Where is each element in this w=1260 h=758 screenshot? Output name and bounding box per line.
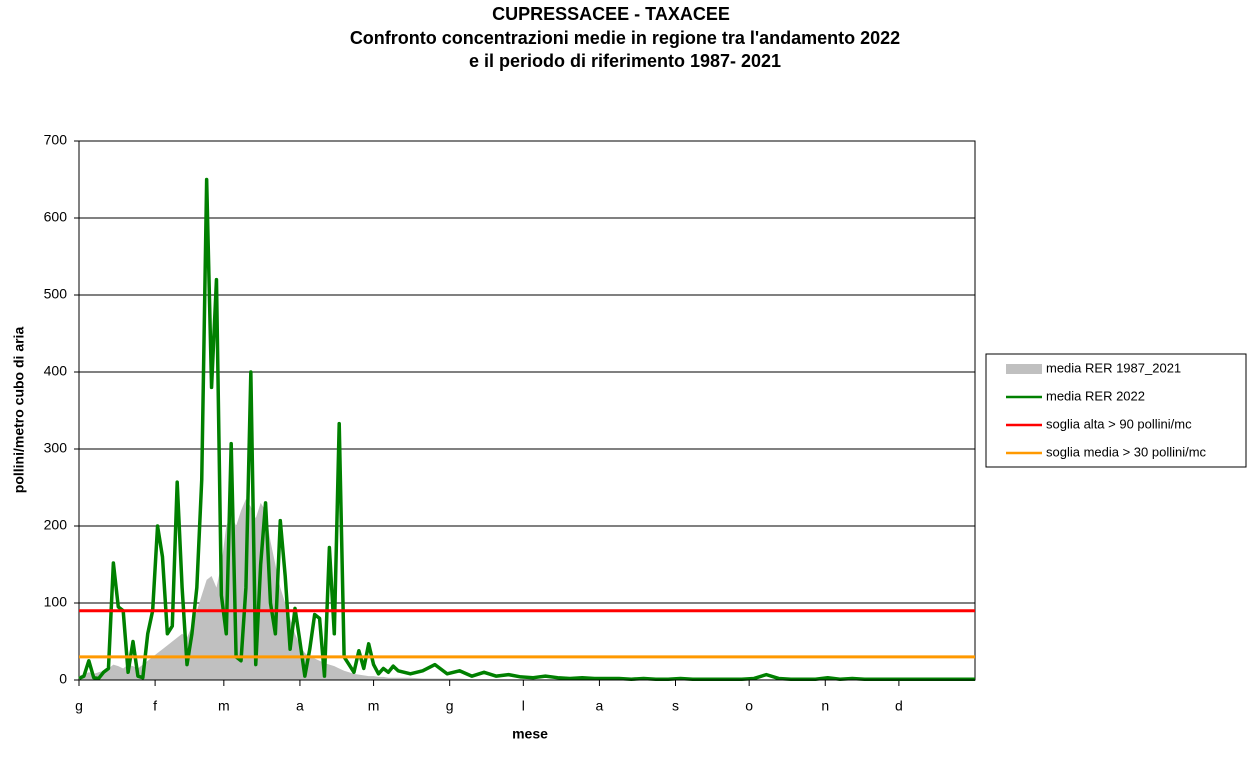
x-tick-label: o (745, 698, 753, 714)
x-tick-label: g (75, 698, 83, 714)
y-tick-label: 600 (44, 209, 68, 225)
x-tick-label: m (368, 698, 380, 714)
y-tick-label: 100 (44, 594, 68, 610)
y-tick-label: 400 (44, 363, 68, 379)
x-tick-label: a (596, 698, 604, 714)
y-tick-label: 200 (44, 517, 68, 533)
y-tick-label: 500 (44, 286, 68, 302)
x-tick-label: l (522, 698, 525, 714)
y-tick-label: 700 (44, 132, 68, 148)
y-tick-label: 300 (44, 440, 68, 456)
legend-label: soglia alta > 90 pollini/mc (1046, 416, 1192, 431)
x-tick-label: f (153, 698, 157, 714)
x-tick-label: a (296, 698, 304, 714)
y-axis-label: pollini/metro cubo di aria (11, 327, 27, 494)
x-tick-label: n (821, 698, 829, 714)
x-axis-label: mese (512, 726, 548, 742)
x-tick-label: d (895, 698, 903, 714)
chart-title: CUPRESSACEE - TAXACEE (492, 4, 730, 24)
y-tick-label: 0 (59, 671, 67, 687)
x-tick-label: m (218, 698, 230, 714)
chart-subtitle: Confronto concentrazioni medie in region… (350, 28, 900, 48)
legend-label: soglia media > 30 pollini/mc (1046, 444, 1207, 459)
x-tick-label: g (446, 698, 454, 714)
legend-swatch (1006, 364, 1042, 374)
line (78, 177, 975, 681)
x-tick-label: s (672, 698, 679, 714)
chart-subtitle: e il periodo di riferimento 1987- 2021 (469, 51, 781, 71)
legend-label: media RER 1987_2021 (1046, 360, 1181, 375)
legend-label: media RER 2022 (1046, 388, 1145, 403)
